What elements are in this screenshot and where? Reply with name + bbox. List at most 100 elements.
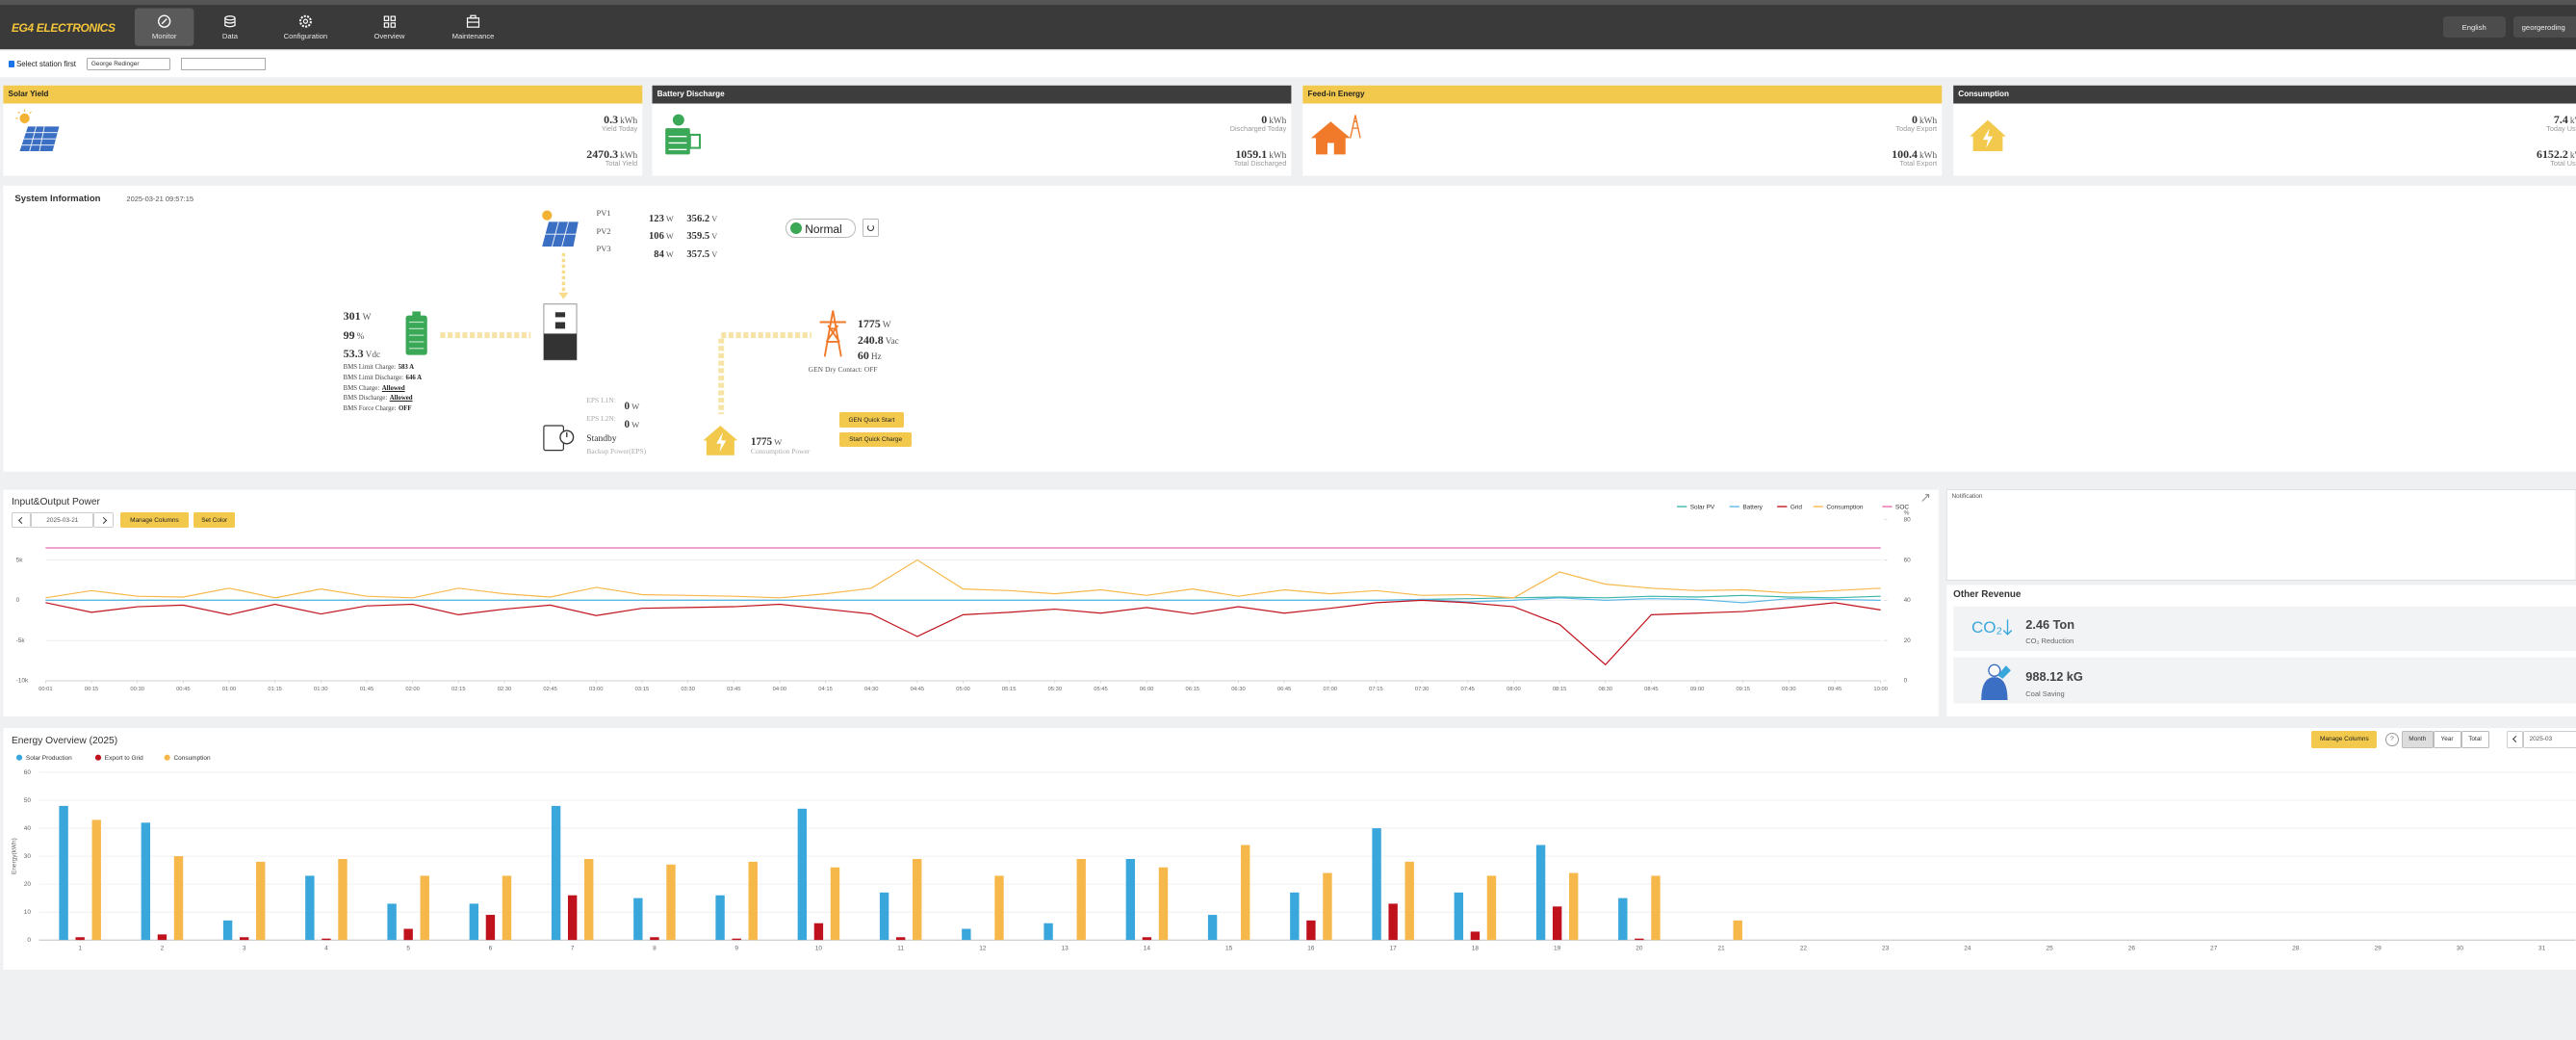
- card-title: Battery Discharge: [657, 90, 725, 99]
- prev-day[interactable]: [11, 512, 32, 528]
- x-tick-label: 00:30: [131, 687, 145, 692]
- x-tick-label: 6: [489, 945, 493, 951]
- legend-swatch: [164, 754, 171, 761]
- pv-power-value: 84: [654, 249, 664, 261]
- y-tick-label: 5k: [16, 557, 24, 563]
- pv-name: PV2: [596, 225, 611, 236]
- status-pill: [785, 218, 857, 239]
- next-day[interactable]: [93, 512, 114, 528]
- user-menu[interactable]: georgeroding: [2513, 16, 2576, 39]
- card-today-unit: kWh: [620, 117, 638, 127]
- revenue-value: 988.12 kG: [2025, 669, 2083, 684]
- card-today-value: 0: [1912, 113, 1918, 127]
- system-time: 2025-03-21 09:57:15: [126, 194, 194, 203]
- shape: [3, 728, 2576, 970]
- period-year[interactable]: Year: [2433, 731, 2461, 748]
- period-total[interactable]: Total: [2460, 731, 2489, 748]
- y-tick-label: 0: [28, 937, 32, 944]
- pv-voltage: 357.5 V: [686, 243, 717, 262]
- shape: [0, 0, 2576, 50]
- x-tick-label: 5: [407, 945, 411, 951]
- card-total-label: Total Usage: [2550, 159, 2576, 169]
- x-tick-label: 11: [898, 945, 905, 951]
- pv-power: 84 W: [654, 243, 673, 262]
- grid-frequency-value: 60: [857, 349, 869, 363]
- bar: [1208, 915, 1218, 941]
- x-tick-label: 26: [2128, 945, 2136, 951]
- bar: [1043, 923, 1054, 941]
- card-today-unit: kWh: [1269, 117, 1287, 127]
- x-tick-label: 20: [1636, 945, 1644, 951]
- card-today-label: Discharged Today: [1229, 123, 1287, 133]
- x-tick-label: 01:30: [314, 687, 328, 692]
- x-tick-label: 01:15: [269, 687, 283, 692]
- shape: [1982, 128, 1994, 148]
- grid-power-unit: W: [882, 320, 891, 330]
- shape: [688, 133, 702, 149]
- revenue-unit: kG: [2066, 669, 2083, 685]
- x-tick-label: 27: [2210, 945, 2218, 951]
- language-select[interactable]: English: [2442, 16, 2506, 39]
- y-tick-label: -5k: [16, 637, 26, 643]
- manage-columns[interactable]: Manage Columns: [2311, 731, 2378, 748]
- gen-quick-start[interactable]: GEN Quick Start: [839, 412, 904, 428]
- shape: [390, 15, 397, 21]
- bar: [880, 892, 889, 941]
- bms-label: BMS Limit Discharge:: [343, 374, 403, 381]
- x-tick-label: 8: [654, 945, 657, 951]
- bms-line: BMS Limit Discharge: 646 A: [344, 375, 422, 383]
- manage-columns[interactable]: Manage Columns: [119, 512, 190, 528]
- bar: [486, 915, 496, 941]
- shape: [383, 22, 390, 28]
- x-tick-label: 21: [1718, 945, 1726, 951]
- period-month[interactable]: Month: [2402, 731, 2434, 748]
- bar: [322, 938, 332, 941]
- shape: [3, 489, 1939, 717]
- pv-voltage: 356.2 V: [686, 207, 717, 226]
- bms-line: BMS Limit Charge: 583 A: [344, 364, 414, 373]
- legend-label: SOC: [1895, 504, 1909, 510]
- x-tick-label: 05:15: [1002, 687, 1017, 692]
- station-select-2[interactable]: [180, 57, 267, 71]
- shape: [819, 310, 846, 357]
- y-tick-label: -10k: [16, 677, 29, 684]
- eps-l2-value: 0: [624, 418, 631, 430]
- quick-charge[interactable]: Start Quick Charge: [839, 431, 913, 448]
- month-picker[interactable]: 2025-03: [2523, 731, 2576, 748]
- bar: [1455, 892, 1464, 941]
- pv-power-value: 106: [648, 231, 664, 243]
- status-text: Normal: [805, 221, 842, 236]
- x-tick-label: 12: [980, 945, 988, 951]
- shape: [668, 135, 687, 150]
- card-today: 0.3 kWh: [604, 108, 637, 128]
- battery-soc-value: 99: [343, 327, 355, 342]
- station-select[interactable]: George Redinger: [87, 57, 171, 71]
- legend-label: Export to Grid: [105, 755, 143, 762]
- pv-voltage-unit: V: [711, 232, 718, 242]
- bar: [240, 937, 249, 941]
- x-tick-label: 04:00: [773, 687, 787, 692]
- shape: [383, 15, 397, 28]
- help[interactable]: ?: [2385, 733, 2399, 746]
- bms-line: BMS Force Charge: OFF: [344, 405, 412, 414]
- revenue-value: 2.46 Ton: [2025, 617, 2074, 632]
- bar: [962, 928, 971, 941]
- legend-label: Grid: [1790, 504, 1803, 510]
- shape: [554, 312, 566, 318]
- series-line: [45, 599, 1882, 665]
- shape: [3, 85, 643, 104]
- checkbox[interactable]: [8, 61, 15, 67]
- co2-icon: CO₂: [1971, 617, 2003, 637]
- bar: [1323, 872, 1333, 941]
- date-picker[interactable]: 2025-03-21: [31, 512, 94, 528]
- nav-tab-label: Monitor: [151, 31, 177, 40]
- bms-label: BMS Force Charge:: [343, 405, 397, 413]
- prev-month[interactable]: [2507, 731, 2524, 748]
- bar: [1404, 861, 1415, 941]
- consumption-caption: Consumption Power: [750, 446, 811, 455]
- set-color[interactable]: Set Color: [193, 512, 236, 528]
- bar: [403, 928, 414, 941]
- shape: [819, 310, 846, 357]
